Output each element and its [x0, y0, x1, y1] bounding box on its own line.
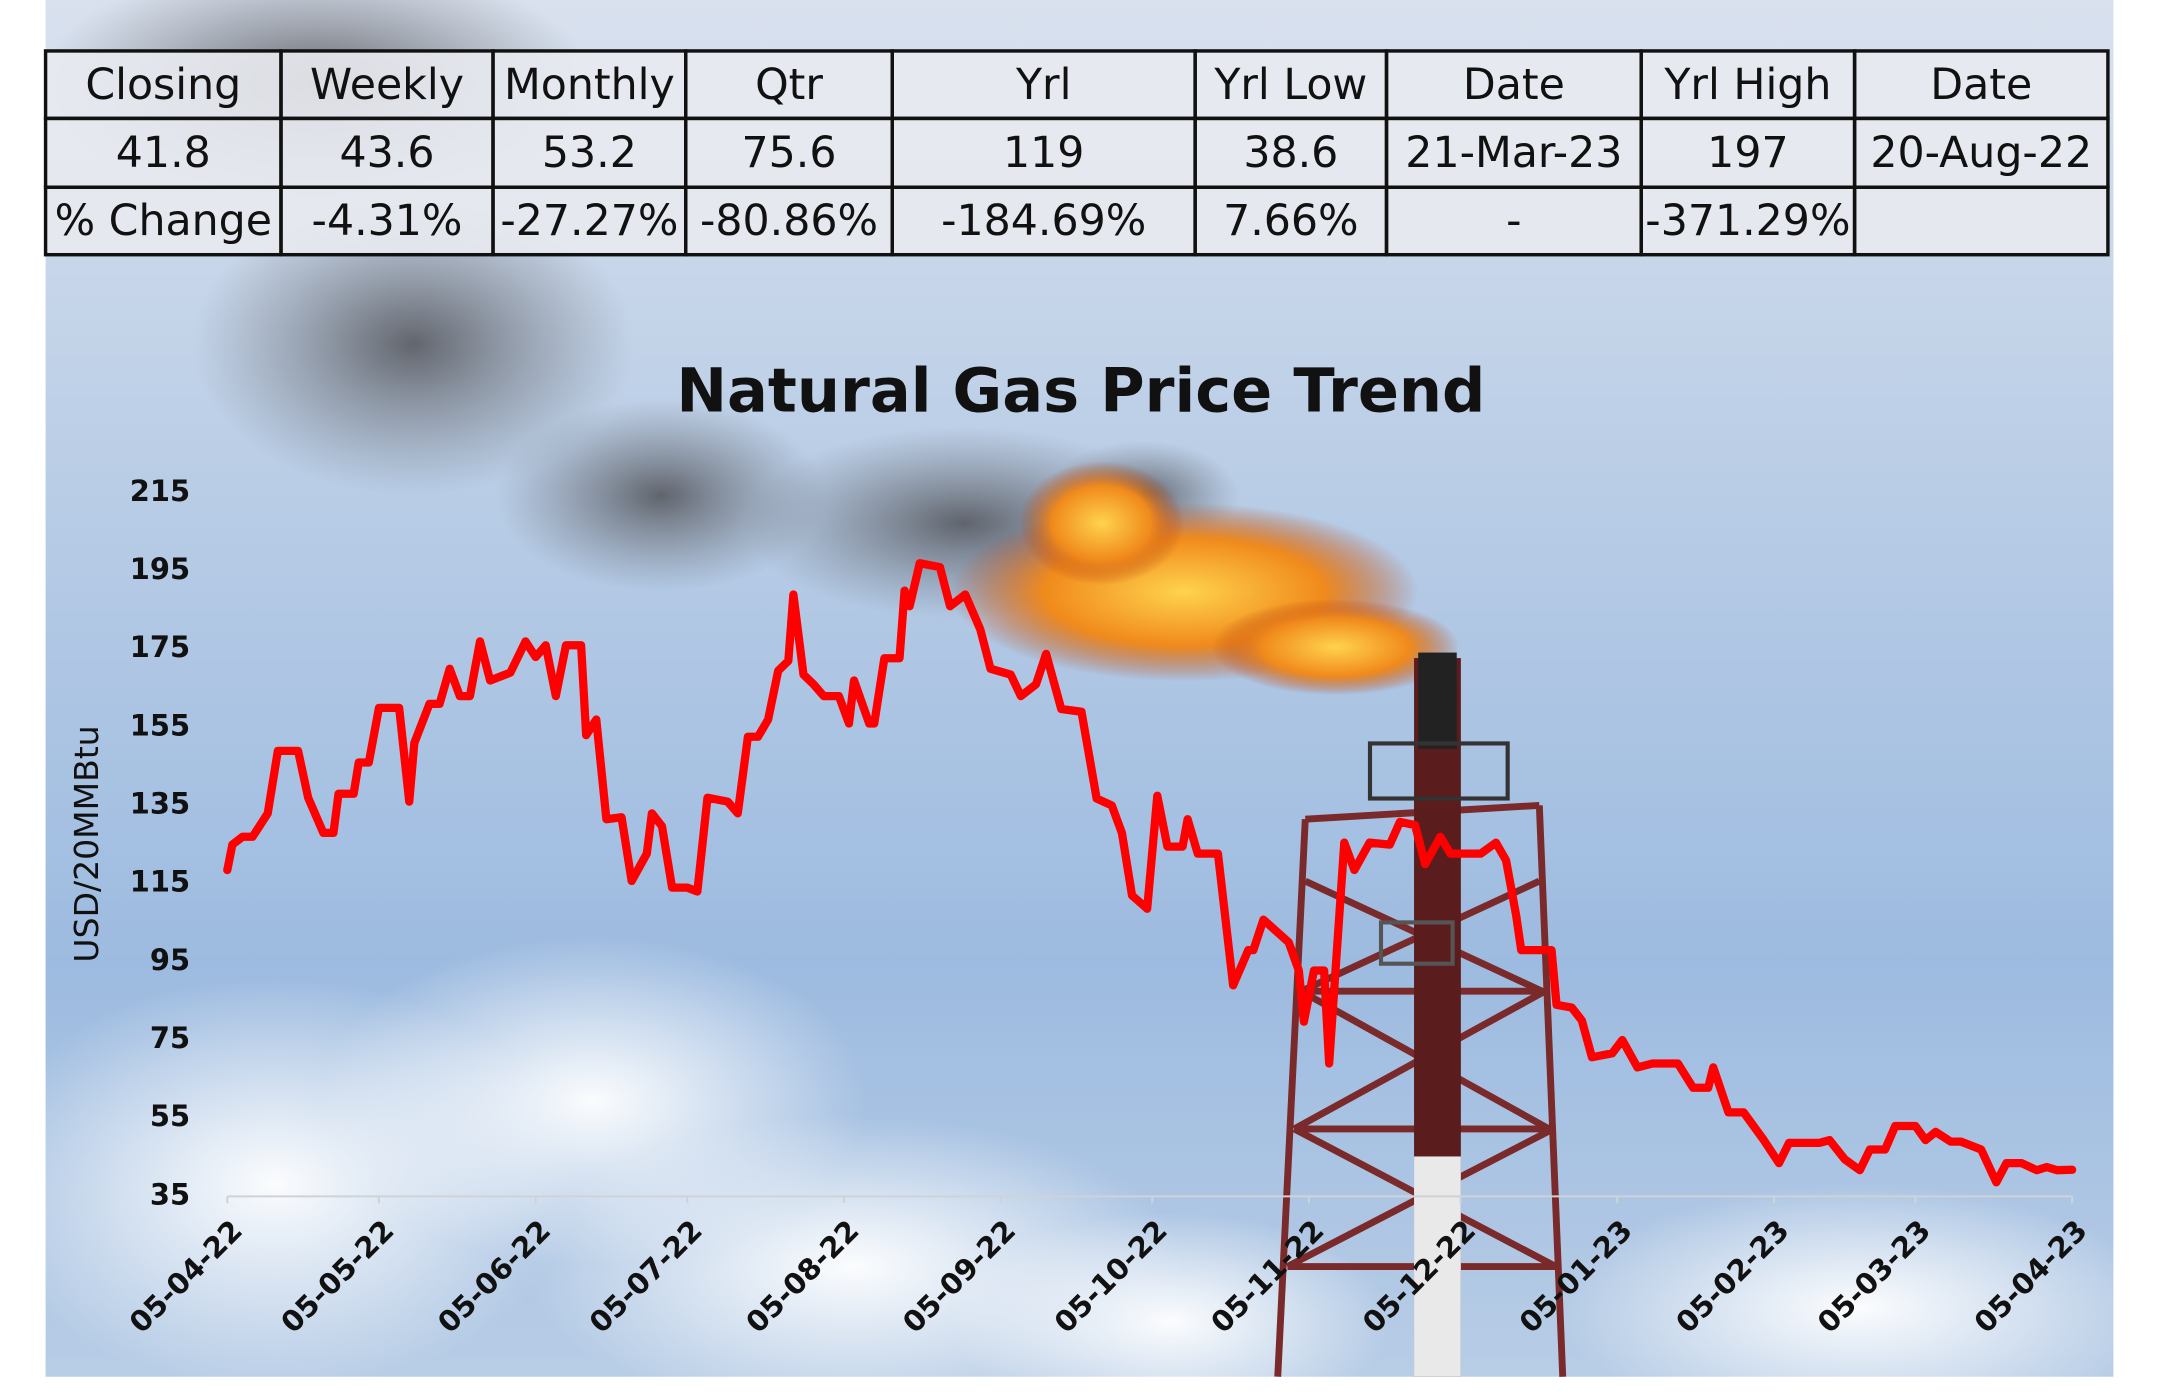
- table-value: % Change: [55, 196, 272, 246]
- header-cell: Yrl High: [1663, 60, 1831, 110]
- y-tick-label: 75: [150, 1021, 190, 1055]
- header-cell: Date: [1930, 60, 2032, 110]
- table-value: -: [1506, 196, 1521, 246]
- table-value: -80.86%: [700, 196, 878, 246]
- header-cell: Yrl Low: [1213, 60, 1367, 110]
- table-value: -184.69%: [941, 196, 1146, 246]
- y-tick-label: 215: [130, 474, 190, 508]
- y-tick-label: 115: [130, 865, 190, 899]
- chart-title: Natural Gas Price Trend: [676, 357, 1485, 427]
- table-value: 119: [1003, 128, 1084, 178]
- header-cell: Date: [1463, 60, 1565, 110]
- price-line: [223, 559, 2077, 1187]
- y-tick-label: 35: [150, 1177, 190, 1211]
- header-cell: Qtr: [755, 60, 823, 110]
- table-bg: [45, 50, 2108, 255]
- y-tick-label: 195: [130, 552, 190, 586]
- table-cell: [1852, 185, 2110, 257]
- header-cell: Yrl: [1015, 60, 1071, 110]
- table-value: 38.6: [1243, 128, 1338, 178]
- y-tick-label: 155: [130, 708, 190, 742]
- table-value: 75.6: [742, 128, 837, 178]
- table-value: -4.31%: [312, 196, 463, 246]
- header-cell: Closing: [85, 60, 241, 110]
- header-cell: Weekly: [310, 60, 464, 110]
- table-value: 7.66%: [1223, 196, 1359, 246]
- y-tick-label: 175: [130, 630, 190, 664]
- table-value: 197: [1707, 128, 1788, 178]
- summary-table: Closing Weekly Monthly Qtr Yrl Yrl Low Date Yrl…: [43, 49, 2110, 257]
- table-value: 43.6: [340, 128, 435, 178]
- table-value: 41.8: [116, 128, 211, 178]
- table-value: -27.27%: [500, 196, 678, 246]
- y-tick-label: 95: [150, 943, 190, 977]
- y-tick-label: 135: [130, 787, 190, 821]
- y-axis-label: USD/20MMBtu: [67, 725, 106, 962]
- table-value: 20-Aug-22: [1870, 128, 2092, 178]
- table-value: -371.29%: [1645, 196, 1850, 246]
- table-value: 21-Mar-23: [1405, 128, 1622, 178]
- header-cell: Monthly: [504, 60, 675, 110]
- y-tick-label: 55: [150, 1099, 190, 1133]
- table-value: 53.2: [542, 128, 637, 178]
